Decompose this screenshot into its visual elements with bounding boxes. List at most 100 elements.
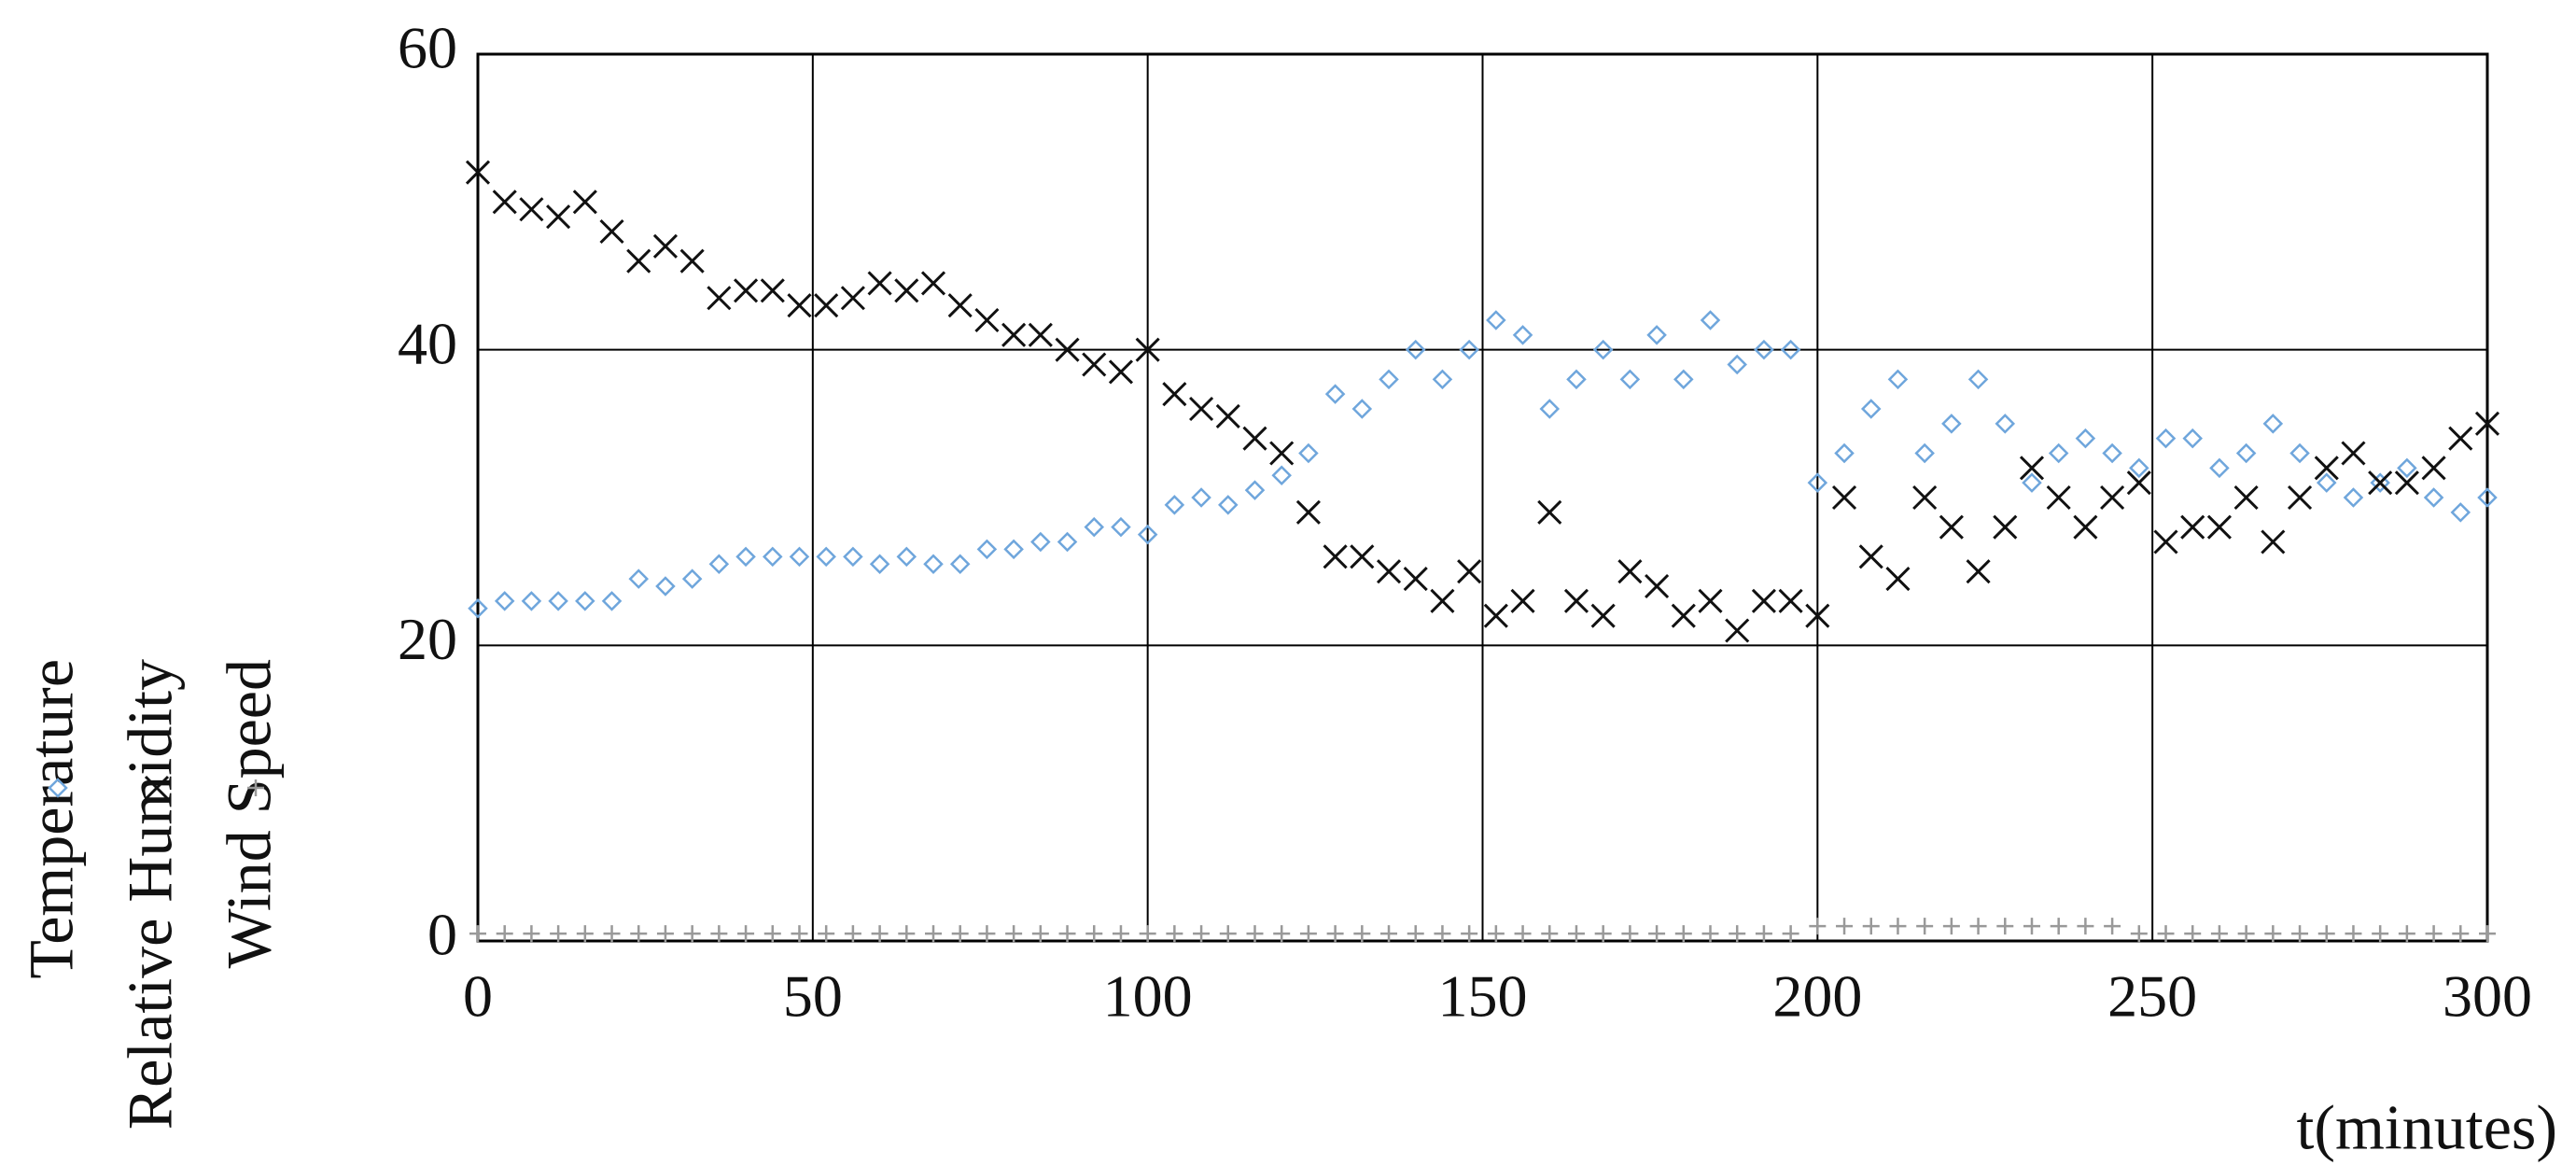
point — [949, 554, 971, 575]
point — [1295, 499, 1321, 525]
point — [1111, 516, 1131, 538]
point — [1434, 925, 1451, 943]
point — [974, 307, 1000, 333]
point — [572, 189, 597, 215]
point — [1215, 403, 1240, 428]
point — [2126, 470, 2151, 496]
point — [1459, 339, 1479, 360]
legend-label: Wind Speed — [214, 659, 285, 969]
point — [2100, 484, 2125, 511]
x-tick-label: 50 — [783, 963, 843, 1030]
point — [2050, 918, 2067, 935]
point — [496, 925, 513, 943]
legend-label: Temperature — [16, 659, 87, 979]
point — [2397, 457, 2417, 479]
point — [2073, 514, 2098, 540]
point — [1751, 588, 1776, 613]
y-tick-label: 0 — [427, 902, 457, 968]
point — [1941, 414, 1962, 434]
point — [710, 925, 728, 943]
point — [1755, 925, 1772, 943]
point — [1273, 925, 1291, 943]
point — [681, 568, 703, 589]
point — [735, 546, 756, 568]
point — [1916, 918, 1934, 935]
point — [2019, 456, 2045, 481]
point — [2343, 487, 2364, 508]
point — [469, 925, 486, 943]
point — [818, 925, 835, 943]
point — [2104, 918, 2121, 935]
point — [898, 925, 916, 943]
point — [1993, 514, 2018, 540]
point — [1271, 465, 1292, 486]
point — [1780, 339, 1801, 360]
point — [951, 925, 969, 943]
point — [1058, 925, 1076, 943]
point — [2394, 470, 2419, 496]
point — [550, 925, 567, 943]
point — [1729, 925, 1746, 943]
point — [1380, 925, 1398, 943]
point — [1432, 369, 1453, 390]
point — [2153, 529, 2178, 554]
point — [1619, 369, 1641, 390]
point — [679, 248, 705, 274]
point — [1193, 925, 1211, 943]
point — [1617, 559, 1643, 584]
point — [923, 554, 944, 575]
point — [2345, 925, 2362, 943]
point — [2314, 456, 2339, 481]
point — [1166, 925, 1183, 943]
point — [599, 218, 624, 245]
point — [976, 539, 998, 560]
point — [628, 568, 650, 589]
point — [1055, 337, 1080, 362]
point — [787, 293, 812, 318]
point — [2261, 529, 2286, 554]
point — [603, 925, 621, 943]
x-tick-label: 150 — [1438, 963, 1528, 1030]
point — [920, 271, 946, 296]
point — [1353, 925, 1371, 943]
point — [2452, 925, 2470, 943]
point — [626, 248, 651, 274]
point — [1805, 603, 1830, 628]
point — [2262, 414, 2284, 434]
point — [2421, 456, 2446, 481]
point — [1269, 441, 1295, 466]
point — [2291, 925, 2309, 943]
point — [760, 278, 785, 303]
point — [843, 546, 863, 568]
point — [1189, 396, 1214, 422]
point — [1860, 399, 1882, 419]
point — [492, 189, 517, 215]
point — [2237, 925, 2255, 943]
point — [2425, 925, 2443, 943]
point — [2372, 925, 2389, 943]
point — [2316, 472, 2337, 493]
point — [791, 925, 808, 943]
point — [978, 925, 996, 943]
point — [871, 925, 889, 943]
x-tick-label: 100 — [1103, 963, 1193, 1030]
point — [1966, 559, 1991, 584]
point — [2129, 457, 2149, 479]
point — [1594, 925, 1612, 943]
point — [1887, 369, 1909, 390]
point — [1645, 573, 1670, 599]
point — [523, 925, 540, 943]
point — [737, 925, 755, 943]
point — [763, 925, 781, 943]
point — [1003, 539, 1024, 560]
point — [1862, 918, 1880, 935]
legend-marker — [48, 778, 68, 798]
y-tick-label: 60 — [398, 15, 457, 81]
point — [2209, 457, 2230, 479]
point — [1912, 484, 1938, 511]
point — [1995, 414, 2016, 434]
point — [1727, 354, 1747, 375]
point — [2233, 484, 2259, 511]
point — [2023, 918, 2040, 935]
point — [2448, 426, 2473, 451]
